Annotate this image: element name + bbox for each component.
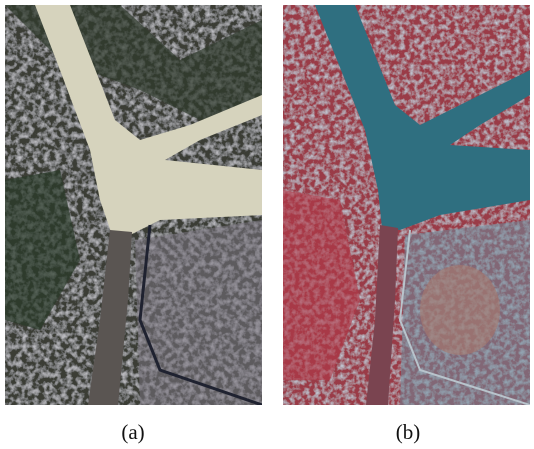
field: [420, 265, 500, 355]
page: (a) (b) (() => { const data = JSON.parse…: [0, 0, 534, 449]
urban-area: [135, 220, 262, 405]
caption-b: (b): [396, 420, 421, 444]
image-b: [283, 5, 530, 405]
figure: (a) (b): [0, 0, 534, 449]
image-a: [5, 5, 262, 405]
caption-a: (a): [121, 420, 144, 444]
